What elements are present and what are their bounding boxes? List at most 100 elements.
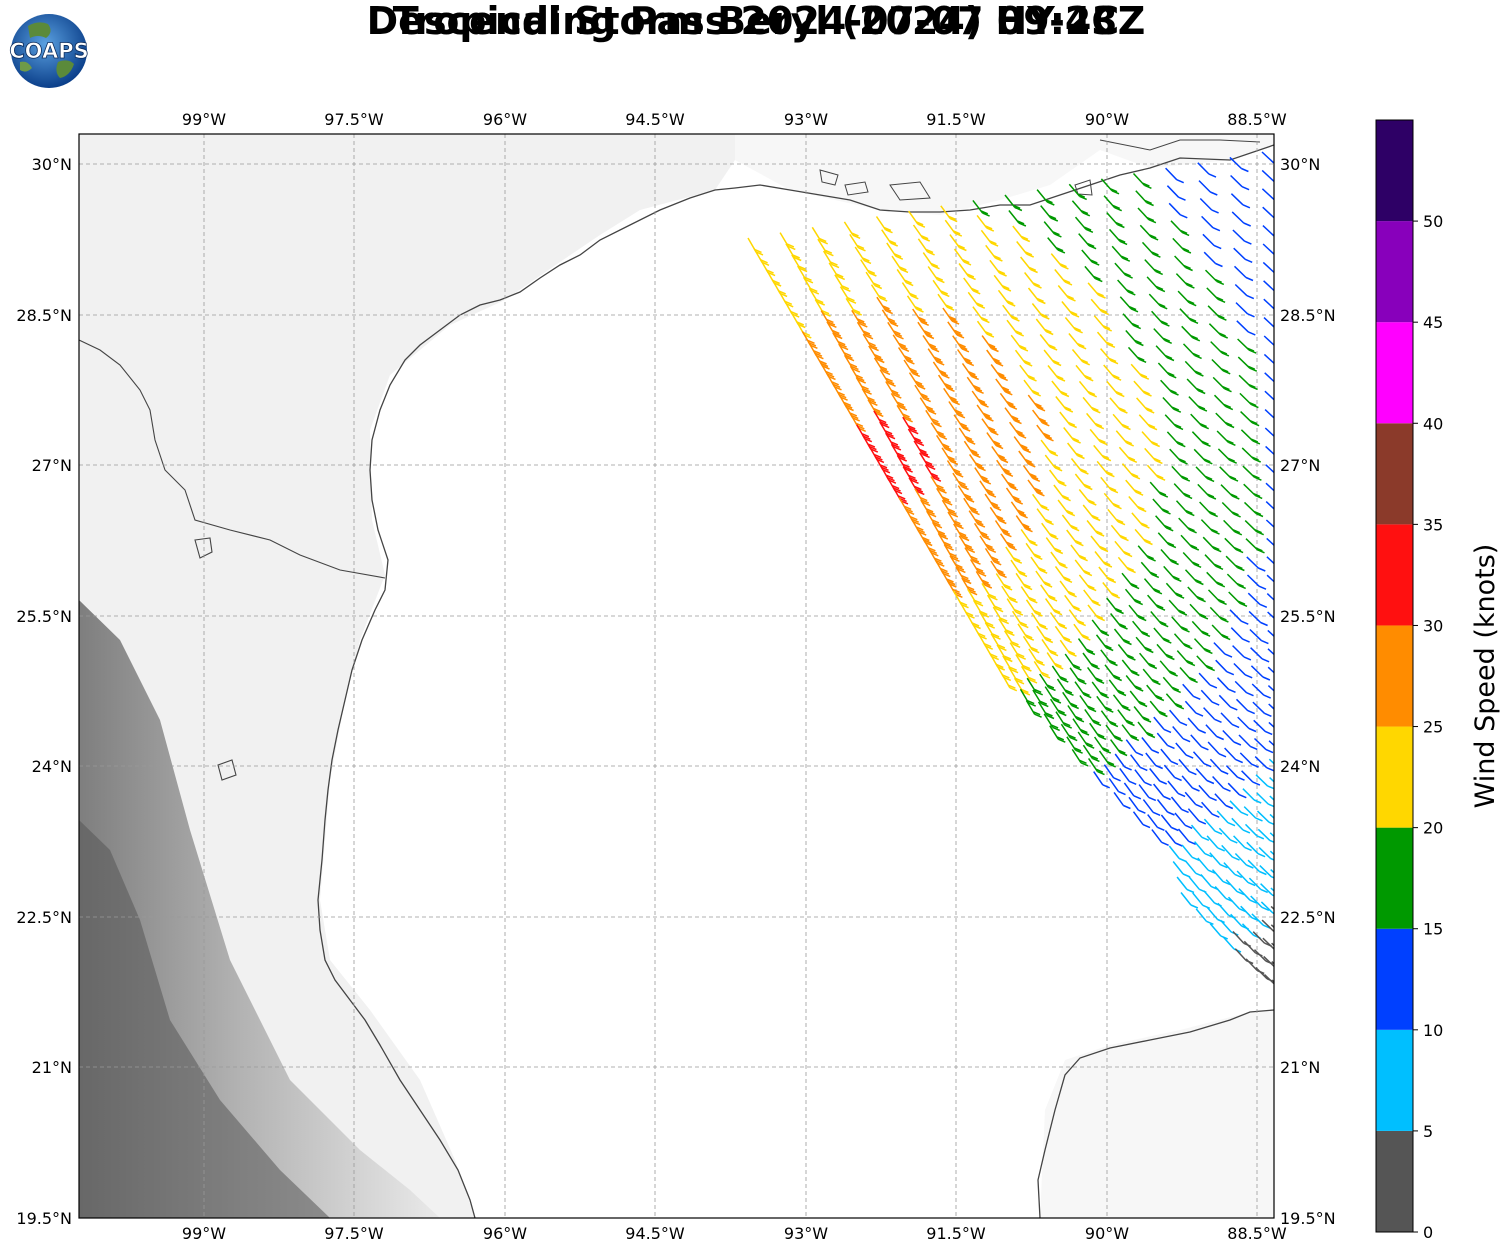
wind-barb <box>1114 262 1133 279</box>
wind-barb <box>941 499 959 518</box>
title-line-1: Tropical Storm Beryl (2024) HY-2C <box>392 0 1120 43</box>
wind-barb <box>1239 752 1259 768</box>
wind-barb <box>941 447 959 465</box>
lon-label: 94.5°W <box>625 110 685 129</box>
wind-barb <box>1040 584 1058 602</box>
wind-barb <box>1195 466 1215 483</box>
terrain-shade-2 <box>79 820 330 1218</box>
wind-barb <box>1054 269 1073 286</box>
wind-barb <box>1149 700 1168 718</box>
wind-barb <box>1117 644 1136 661</box>
wind-barb <box>1181 325 1201 342</box>
wind-barb <box>1041 638 1059 657</box>
wind-barb <box>1051 665 1069 683</box>
wind-barb <box>1184 360 1204 377</box>
wind-barb <box>1090 298 1109 316</box>
wind-barb <box>1103 764 1121 782</box>
wind-barb <box>1106 597 1124 615</box>
wind-barb <box>1124 588 1143 606</box>
island <box>217 759 237 781</box>
wind-barb <box>1160 379 1179 396</box>
wind-barb <box>1156 799 1175 816</box>
wind-barb <box>1262 261 1274 274</box>
wind-barb <box>1139 224 1159 241</box>
wind-barb <box>856 424 873 443</box>
wind-barb <box>1176 650 1196 667</box>
wind-barb <box>1027 479 1045 497</box>
colorbar-tick-label: 20 <box>1423 819 1443 838</box>
wind-barb <box>943 387 960 406</box>
wind-barb <box>1086 520 1105 537</box>
wind-barb <box>902 466 919 484</box>
wind-barb <box>1106 212 1125 229</box>
wind-barb <box>1137 721 1156 739</box>
map-frame <box>78 133 1275 1219</box>
lat-label: 27°N <box>1280 456 1320 475</box>
wind-barb <box>1155 345 1175 362</box>
wind-barb <box>979 480 997 498</box>
wind-barb <box>1107 508 1126 526</box>
wind-barb <box>1247 592 1268 608</box>
wind-barb <box>948 401 966 419</box>
wind-barb <box>1057 499 1076 517</box>
wind-barb <box>944 219 963 237</box>
wind-barb <box>1100 348 1119 365</box>
wind-barb <box>964 547 981 565</box>
wind-barb <box>1220 712 1240 729</box>
lat-label: 27°N <box>32 456 72 475</box>
lon-label: 90°W <box>1085 110 1129 129</box>
wind-barb <box>1138 784 1157 802</box>
wind-barb <box>1250 895 1270 911</box>
wind-barb <box>985 244 1003 262</box>
wind-barb <box>1103 492 1122 510</box>
wind-barb <box>932 279 950 298</box>
lat-label: 21°N <box>32 1058 72 1077</box>
wind-barb <box>1087 604 1105 622</box>
wind-barb <box>1199 501 1218 518</box>
wind-barb <box>892 486 909 505</box>
wind-barb <box>839 286 857 304</box>
wind-barb <box>916 528 933 547</box>
colorbar-tick-label: 0 <box>1423 1223 1433 1242</box>
wind-barb <box>963 497 980 516</box>
lat-label: 22.5°N <box>16 908 72 927</box>
wind-barb <box>1091 681 1109 699</box>
wind-barb <box>813 351 830 370</box>
wind-barb <box>1249 628 1269 645</box>
wind-barb <box>1054 625 1072 644</box>
wind-barb <box>1115 430 1134 447</box>
lon-label: 99°W <box>182 110 226 129</box>
wind-barb <box>1238 374 1258 391</box>
wind-barb <box>1184 700 1204 717</box>
wind-barb <box>1067 442 1085 460</box>
wind-barb <box>1151 829 1169 846</box>
wind-barb <box>849 365 866 384</box>
wind-barb <box>1153 627 1172 644</box>
wind-barb <box>1074 559 1093 577</box>
wind-barb <box>1247 859 1267 876</box>
title: Tropical Storm Beryl (2024) HY-2C <box>0 0 1512 42</box>
wind-barb <box>1146 276 1166 293</box>
wind-barb <box>1082 744 1100 763</box>
wind-barb <box>1250 665 1271 681</box>
wind-barb <box>1255 774 1274 790</box>
wind-barb <box>1117 279 1136 296</box>
lat-labels-left: 30°N 28.5°N 27°N 25.5°N 24°N 22.5°N 21°N… <box>16 155 72 1228</box>
wind-barb <box>1049 725 1066 743</box>
wind-barb <box>1118 446 1138 463</box>
wind-barb <box>1195 768 1215 785</box>
wind-barb <box>1266 593 1274 601</box>
wind-barb <box>991 445 1009 464</box>
wind-barb <box>1187 808 1207 825</box>
colorbar-segment <box>1376 120 1413 222</box>
wind-barb <box>1008 421 1027 439</box>
colorbar: 0 5 10 15 20 25 30 35 40 45 50 <box>1375 119 1443 1242</box>
wind-barb <box>1242 788 1262 804</box>
wind-barb <box>902 416 919 435</box>
wind-barb <box>1162 676 1181 694</box>
wind-barb <box>1020 528 1038 547</box>
colorbar-tick-label: 30 <box>1423 616 1443 635</box>
wind-barb <box>1084 708 1102 727</box>
wind-barb <box>963 440 981 459</box>
wind-barb <box>986 432 1004 450</box>
